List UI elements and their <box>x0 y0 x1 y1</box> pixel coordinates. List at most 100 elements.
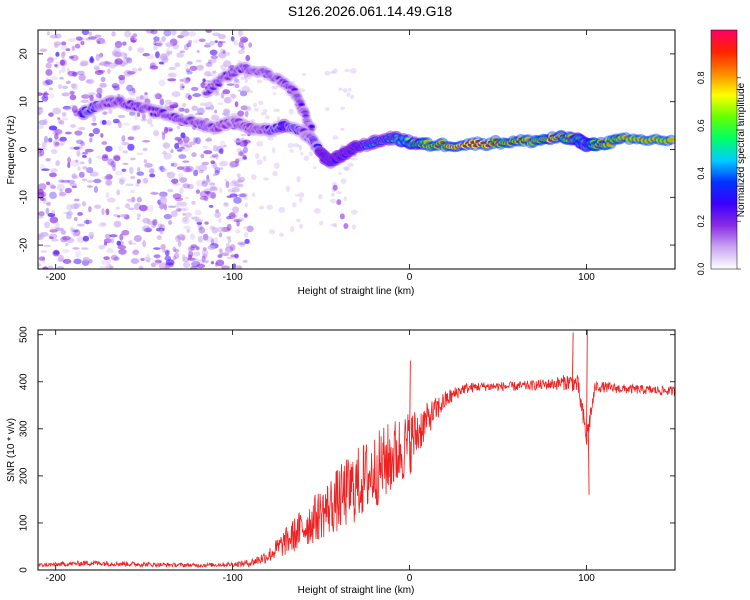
spectrogram-noise-blob <box>46 202 51 207</box>
spectrogram-noise-blob <box>236 183 244 188</box>
spectrogram-noise-blob <box>144 92 148 96</box>
spectrogram-noise-blob <box>113 44 122 49</box>
spectrogram-noise-blob <box>97 54 103 59</box>
spectrogram-noise-blob <box>222 112 227 116</box>
spectrogram-noise-blob <box>210 160 215 165</box>
spectrogram-noise-blob <box>210 260 215 265</box>
spectrogram-noise-blob <box>50 148 58 155</box>
spectrogram-noise-blob <box>298 192 305 198</box>
spectrogram-noise-blob <box>235 158 240 163</box>
spectrogram-noise-blob <box>54 141 60 146</box>
spectrogram-noise-blob <box>193 39 199 44</box>
spectrogram-noise-blob <box>128 207 135 211</box>
spectrogram-noise-blob <box>198 259 205 265</box>
spectrogram-noise-blob <box>126 84 134 92</box>
spectrogram-ridge-core <box>277 77 282 80</box>
spectrogram-noise-blob <box>273 162 280 169</box>
spectrogram-noise-blob <box>94 34 102 38</box>
colorbar-tick-label: 0.0 <box>696 263 706 276</box>
spectrogram-noise-blob <box>171 91 181 98</box>
spectrogram-trail-blob <box>343 222 349 229</box>
spectrogram-noise-blob <box>204 118 209 122</box>
spectrogram-noise-blob <box>272 170 278 177</box>
spectrogram-noise-blob <box>65 80 71 85</box>
spectrogram-noise-blob <box>54 227 64 231</box>
spectrogram-noise-blob <box>256 141 264 147</box>
spectrogram-noise-blob <box>221 252 230 257</box>
spectrogram-ridge-core <box>525 137 531 141</box>
spectrogram-noise-blob <box>330 198 337 204</box>
spectrogram-noise-blob <box>119 178 125 185</box>
spectrogram-noise-blob <box>145 30 155 34</box>
spectrogram-noise-blob <box>45 157 51 162</box>
spectrogram-ridge-core <box>309 125 314 128</box>
spectrogram-noise-blob <box>71 185 78 189</box>
spectrogram-noise-blob <box>184 63 189 69</box>
spectrogram-noise-blob <box>108 265 114 269</box>
spectrogram-noise-blob <box>239 242 246 248</box>
spectrogram-noise-blob <box>124 30 132 38</box>
spectrogram-noise-blob <box>43 135 49 144</box>
spectrogram-noise-blob <box>105 145 113 152</box>
spectrogram-noise-blob <box>143 159 148 164</box>
spectrogram-noise-blob <box>81 30 90 36</box>
spectrogram-noise-blob <box>111 31 116 37</box>
spectrogram-noise-blob <box>217 226 225 233</box>
spectrogram-noise-blob <box>142 217 150 224</box>
spectrogram-noise-blob <box>168 220 172 226</box>
spectrogram-noise-blob <box>67 156 72 164</box>
spectrogram-noise-blob <box>107 68 111 75</box>
spectrogram-noise-blob <box>118 145 123 152</box>
spectrogram-noise-blob <box>54 64 58 67</box>
spectrogram-noise-blob <box>88 132 95 137</box>
spectrogram-noise-blob <box>153 254 161 259</box>
spectrogram-ridge-core <box>211 86 216 90</box>
spectrogram-noise-blob <box>241 85 250 93</box>
spectrogram-noise-blob <box>241 218 245 221</box>
spectrogram-noise-blob <box>193 251 201 257</box>
spectrogram-noise-blob <box>71 159 80 167</box>
spectrogram-noise-blob <box>164 265 169 269</box>
spectrogram-noise-blob <box>182 261 191 269</box>
spectrogram-noise-blob <box>244 238 250 244</box>
spectrogram-noise-blob <box>47 55 53 62</box>
spectrogram-noise-blob <box>138 67 142 72</box>
spectrogram-noise-blob <box>205 30 212 33</box>
spectrogram-noise-blob <box>179 50 186 53</box>
spectrogram-noise-blob <box>73 198 80 202</box>
spectrogram-noise-blob <box>111 50 119 57</box>
spectrogram-noise-blob <box>202 78 206 83</box>
spectrogram-noise-blob <box>258 100 264 106</box>
spectrogram-noise-blob <box>184 196 189 200</box>
spectrogram-noise-blob <box>214 166 221 174</box>
spectrogram-noise-blob <box>83 219 93 225</box>
spectrogram-ridge-core <box>668 138 674 142</box>
spectrogram-noise-blob <box>132 33 138 38</box>
spectrogram-noise-blob <box>122 162 129 166</box>
spectrogram-noise-blob <box>312 165 317 170</box>
spectrogram-noise-blob <box>159 197 168 205</box>
spectrogram-noise-blob <box>101 155 109 162</box>
spectrogram-noise-blob <box>278 206 285 214</box>
spectrogram-noise-blob <box>120 213 127 218</box>
spectrogram-noise-blob <box>48 137 53 143</box>
spectrogram-noise-blob <box>223 144 228 148</box>
spectrogram-noise-blob <box>221 265 230 269</box>
spectrogram-ridge-core <box>333 159 339 163</box>
spectrogram-noise-blob <box>76 223 85 227</box>
spectrogram-noise-blob <box>234 253 239 259</box>
spectrogram-noise-blob <box>205 107 212 110</box>
spectrogram-noise-blob <box>79 62 88 67</box>
spectrogram-noise-blob <box>215 209 220 213</box>
spectrogram-noise-blob <box>122 41 127 46</box>
spectrogram-noise-blob <box>198 226 206 234</box>
spectrogram-noise-blob <box>67 179 76 184</box>
spectrogram-trail-blob <box>339 213 345 220</box>
spectrogram-noise-blob <box>177 172 184 179</box>
spectrogram-noise-blob <box>206 137 213 142</box>
spectrogram-noise-blob <box>49 191 57 200</box>
spectrogram-noise-blob <box>240 133 247 137</box>
spectrogram-noise-blob <box>152 129 160 137</box>
spectrogram-noise-blob <box>198 164 208 172</box>
